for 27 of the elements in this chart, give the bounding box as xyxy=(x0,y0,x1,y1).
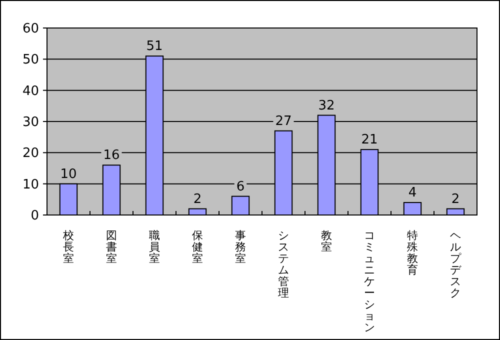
x-tick-label: 校長室 xyxy=(62,229,74,265)
x-tick-label: 職員室 xyxy=(149,229,160,265)
y-tick-label: 60 xyxy=(22,22,39,36)
y-tick-label: 40 xyxy=(22,84,39,99)
x-tick-label: ヘルプデスク xyxy=(450,229,462,300)
data-label: 2 xyxy=(193,192,202,207)
x-tick-label: 図書室 xyxy=(106,229,117,265)
category-label: コミュニケーション xyxy=(364,229,375,334)
data-label: 27 xyxy=(275,114,292,129)
y-tick-label: 10 xyxy=(22,177,39,192)
y-tick-label: 30 xyxy=(22,115,39,130)
x-tick-label: 特殊教育 xyxy=(407,229,418,276)
x-tick-label: 教室 xyxy=(321,229,332,254)
data-label: 4 xyxy=(408,186,417,201)
data-label: 6 xyxy=(236,179,245,194)
data-label: 32 xyxy=(318,98,335,114)
data-label: 2 xyxy=(451,192,460,207)
y-tick-label: 20 xyxy=(22,146,39,162)
data-label: 10 xyxy=(60,166,77,182)
data-label: 21 xyxy=(361,132,378,148)
y-tick-label: 0 xyxy=(30,208,39,224)
x-tick-label: 事務室 xyxy=(235,229,246,265)
data-label: 16 xyxy=(103,148,120,164)
x-tick-label: システム管理 xyxy=(278,229,289,300)
x-tick-label: 保健室 xyxy=(192,229,203,265)
data-label: 51 xyxy=(146,39,163,54)
y-tick-label: 50 xyxy=(22,52,39,68)
